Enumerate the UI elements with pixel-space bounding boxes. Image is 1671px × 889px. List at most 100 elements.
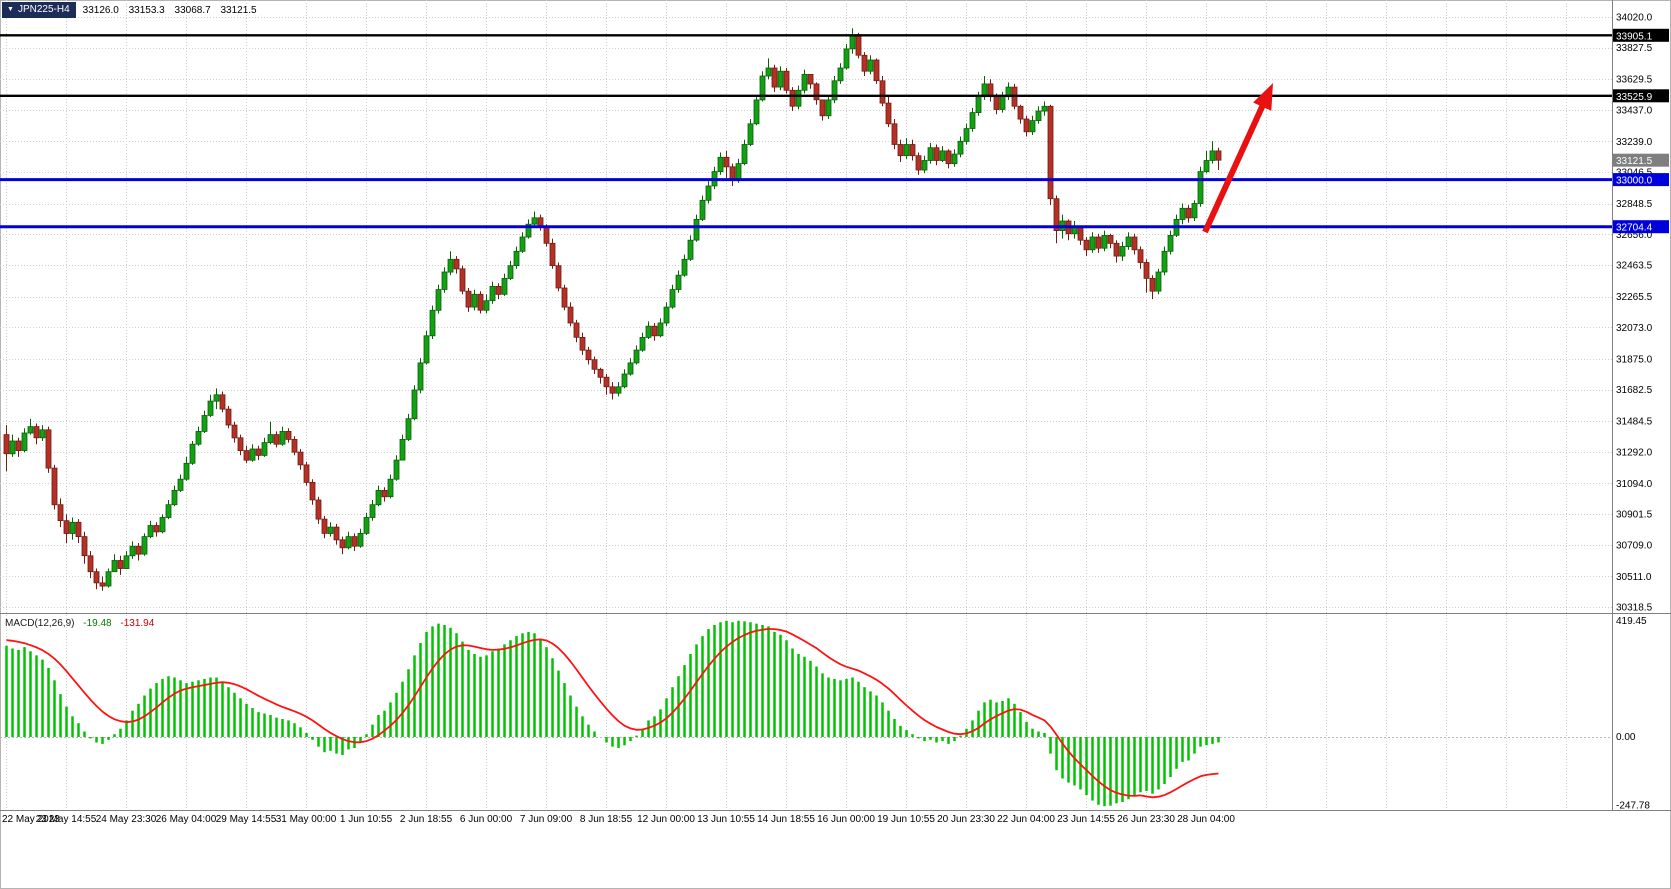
candle-body xyxy=(447,258,454,273)
candle-body xyxy=(219,394,226,410)
candle-body xyxy=(1101,234,1108,249)
date-label: 28 Jun 04:00 xyxy=(1177,814,1235,825)
candle-body xyxy=(435,289,442,311)
macd-signal-line xyxy=(6,628,1219,799)
candle-body xyxy=(1203,160,1210,173)
candle-body xyxy=(915,155,922,171)
candle-body xyxy=(405,418,412,440)
candle-body xyxy=(975,96,982,113)
symbol-tag[interactable]: ▼ JPN225-H4 xyxy=(2,2,76,18)
candle-body xyxy=(903,144,910,157)
candle-body xyxy=(633,349,640,364)
candle-body xyxy=(1047,105,1054,200)
candle-body xyxy=(705,185,712,201)
price-tick-label: 31094.0 xyxy=(1616,479,1653,490)
candle-body xyxy=(387,478,394,498)
candle-body xyxy=(507,265,514,279)
candle-body xyxy=(603,376,610,388)
price-tick-label: 34020.0 xyxy=(1616,13,1653,24)
date-label: 24 May 23:30 xyxy=(96,814,157,825)
candle-body xyxy=(1137,249,1144,263)
date-label: 16 Jun 00:00 xyxy=(817,814,875,825)
trend-arrow-head[interactable] xyxy=(1253,83,1273,111)
date-label: 12 Jun 00:00 xyxy=(637,814,695,825)
candle-body xyxy=(855,35,862,56)
candle-body xyxy=(375,489,382,506)
trend-arrow-shaft[interactable] xyxy=(1202,103,1266,234)
candle-body xyxy=(1089,236,1096,251)
candle-body xyxy=(111,560,118,573)
macd-main-value: -19.48 xyxy=(83,618,112,629)
candle-body xyxy=(771,67,778,88)
candle-body xyxy=(885,102,892,125)
candle-body xyxy=(519,236,526,252)
candle-body xyxy=(1185,207,1192,219)
candle-body xyxy=(1107,234,1114,244)
candle-body xyxy=(543,226,550,244)
macd-tick-label: 419.45 xyxy=(1616,616,1647,627)
candle-body xyxy=(171,489,178,506)
candle-body xyxy=(81,536,88,557)
candle-body xyxy=(327,526,334,534)
candle-body xyxy=(747,123,754,145)
candle-body xyxy=(921,160,928,171)
candle-body xyxy=(1077,226,1084,241)
symbol-label: JPN225-H4 xyxy=(17,4,70,15)
candle-body xyxy=(639,336,646,351)
candle-body xyxy=(93,571,100,584)
candle-body xyxy=(309,481,316,501)
candle-body xyxy=(477,293,484,311)
candle-body xyxy=(423,335,430,364)
low-value: 33068.7 xyxy=(174,4,211,16)
candle-body xyxy=(1017,105,1024,120)
candle-body xyxy=(153,525,160,533)
candle-body xyxy=(9,440,16,455)
date-label: 2 Jun 18:55 xyxy=(400,814,453,825)
high-value: 33153.3 xyxy=(128,4,165,16)
collapse-icon: ▼ xyxy=(7,6,14,13)
candle-body xyxy=(567,306,574,324)
candle-body xyxy=(1197,171,1204,204)
candle-body xyxy=(291,438,298,453)
candle-body xyxy=(681,258,688,276)
candle-body xyxy=(39,429,46,439)
candle-body xyxy=(141,536,148,555)
candle-body xyxy=(21,432,28,451)
candle-body xyxy=(819,99,826,117)
date-label: 29 May 14:55 xyxy=(216,814,277,825)
candle-body xyxy=(1095,236,1102,249)
price-tick-label: 30318.5 xyxy=(1616,603,1653,614)
candle-body xyxy=(1161,250,1168,273)
candle-body xyxy=(459,268,466,292)
price-tick-label: 33827.5 xyxy=(1616,43,1653,54)
candle-body xyxy=(765,67,772,77)
candle-body xyxy=(795,89,802,107)
candle-body xyxy=(315,499,322,520)
price-tick-label: 30901.5 xyxy=(1616,510,1653,521)
candle-body xyxy=(1083,239,1090,251)
candle-body xyxy=(627,362,634,375)
price-tick-label: 33629.5 xyxy=(1616,75,1653,86)
line-price-label: 33000.0 xyxy=(1616,176,1653,187)
candle-body xyxy=(999,96,1006,110)
price-tick-label: 32463.5 xyxy=(1616,261,1653,272)
candle-body xyxy=(501,277,508,295)
candle-body xyxy=(927,147,934,161)
candle-body xyxy=(1167,234,1174,252)
candle-body xyxy=(411,389,418,420)
candle-body xyxy=(957,140,964,155)
candle-body xyxy=(867,59,874,72)
candle-body xyxy=(207,400,214,416)
macd-indicator-label: MACD(12,26,9) -19.48 -131.94 xyxy=(5,618,154,629)
candle-body xyxy=(135,545,142,555)
candle-body xyxy=(963,128,970,142)
candle-body xyxy=(261,442,268,456)
date-label: 6 Jun 00:00 xyxy=(460,814,513,825)
macd-title: MACD(12,26,9) xyxy=(5,618,75,629)
date-label: 7 Jun 09:00 xyxy=(520,814,573,825)
candle-body xyxy=(105,571,112,587)
candle-body xyxy=(1119,246,1126,257)
price-tick-label: 32265.5 xyxy=(1616,292,1653,303)
candle-body xyxy=(1029,120,1036,133)
